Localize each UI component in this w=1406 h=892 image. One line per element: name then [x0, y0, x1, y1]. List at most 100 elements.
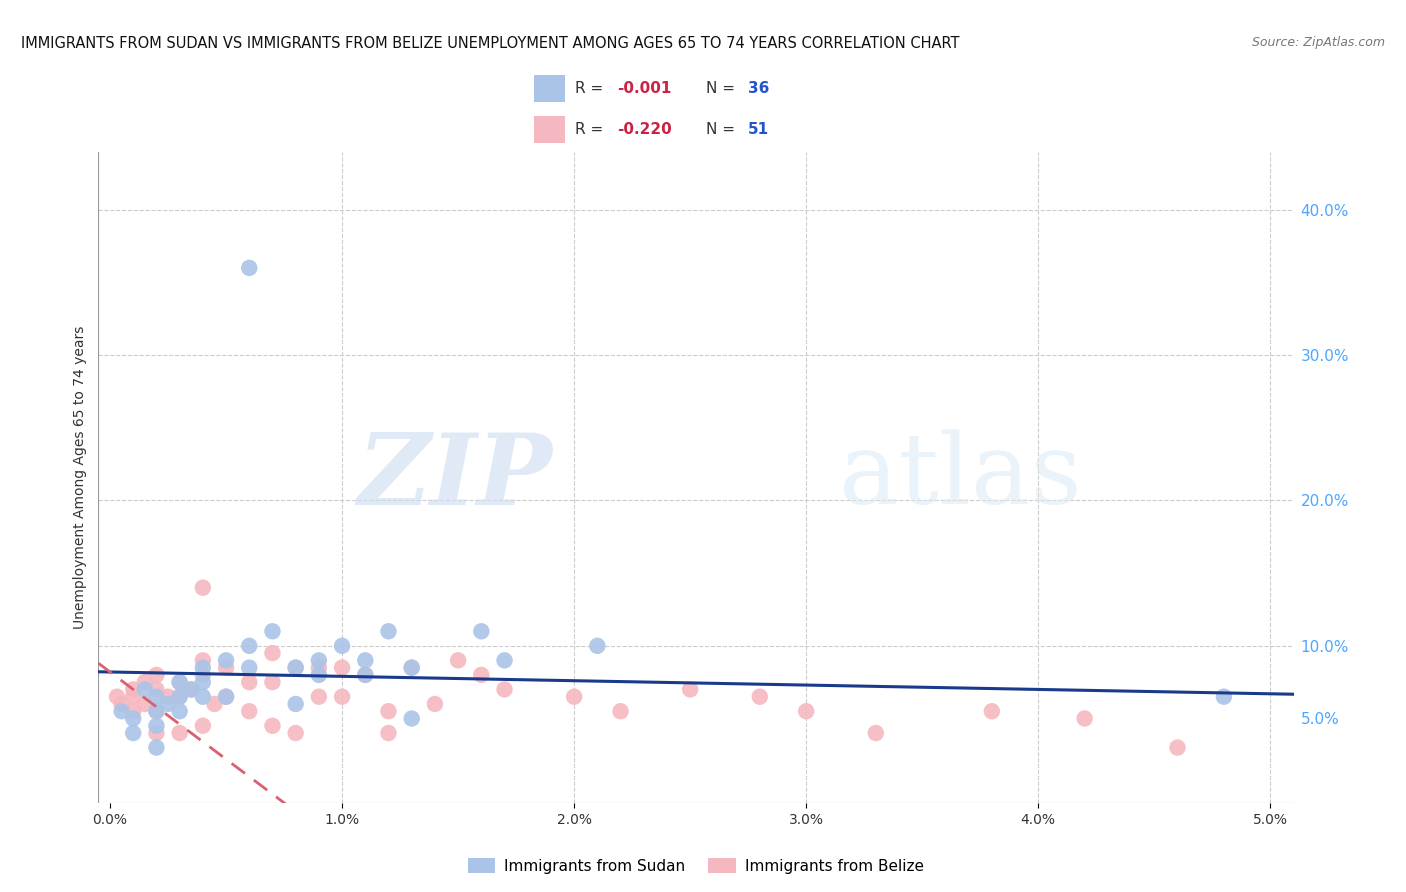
Text: Source: ZipAtlas.com: Source: ZipAtlas.com: [1251, 36, 1385, 49]
Bar: [534, 76, 565, 103]
Point: [308, 653, 330, 667]
Point: [169, 675, 191, 690]
Point: [238, 660, 260, 674]
Point: [169, 690, 191, 704]
Point: [134, 682, 156, 697]
Point: [204, 697, 226, 711]
Point: [284, 660, 307, 674]
Point: [470, 668, 492, 682]
Point: [191, 653, 214, 667]
Point: [401, 711, 423, 725]
Point: [330, 639, 353, 653]
Point: [262, 646, 284, 660]
Point: [238, 639, 260, 653]
Point: [284, 697, 307, 711]
Point: [191, 719, 214, 733]
Point: [354, 668, 377, 682]
Point: [111, 704, 134, 718]
Text: -0.220: -0.220: [617, 121, 672, 136]
Point: [122, 711, 145, 725]
Point: [145, 682, 167, 697]
Point: [238, 260, 260, 275]
Point: [401, 660, 423, 674]
Point: [377, 726, 399, 740]
Point: [215, 690, 238, 704]
Point: [794, 704, 817, 718]
Point: [308, 668, 330, 682]
Point: [284, 726, 307, 740]
Point: [377, 704, 399, 718]
Point: [169, 675, 191, 690]
Point: [494, 653, 516, 667]
Text: IMMIGRANTS FROM SUDAN VS IMMIGRANTS FROM BELIZE UNEMPLOYMENT AMONG AGES 65 TO 74: IMMIGRANTS FROM SUDAN VS IMMIGRANTS FROM…: [21, 36, 959, 51]
Point: [122, 726, 145, 740]
Point: [169, 726, 191, 740]
Point: [308, 660, 330, 674]
Point: [169, 704, 191, 718]
Point: [238, 704, 260, 718]
Bar: [534, 116, 565, 143]
Text: ZIP: ZIP: [357, 429, 553, 525]
Point: [609, 704, 631, 718]
Point: [145, 740, 167, 755]
Point: [215, 690, 238, 704]
Text: N =: N =: [706, 121, 740, 136]
Point: [284, 660, 307, 674]
Point: [215, 660, 238, 674]
Point: [122, 690, 145, 704]
Point: [447, 653, 470, 667]
Text: 51: 51: [748, 121, 769, 136]
Point: [377, 624, 399, 639]
Point: [980, 704, 1002, 718]
Point: [354, 668, 377, 682]
Point: [1166, 740, 1188, 755]
Point: [191, 690, 214, 704]
Point: [111, 697, 134, 711]
Point: [494, 682, 516, 697]
Point: [423, 697, 446, 711]
Point: [262, 624, 284, 639]
Point: [330, 690, 353, 704]
Point: [145, 668, 167, 682]
Point: [169, 690, 191, 704]
Text: atlas: atlas: [839, 429, 1083, 525]
Point: [105, 690, 128, 704]
Point: [401, 660, 423, 674]
Point: [191, 660, 214, 674]
Text: -0.001: -0.001: [617, 81, 671, 96]
Point: [586, 639, 609, 653]
Point: [865, 726, 887, 740]
Point: [262, 675, 284, 690]
Point: [180, 682, 202, 697]
Text: R =: R =: [575, 121, 609, 136]
Point: [145, 719, 167, 733]
Point: [562, 690, 585, 704]
Point: [157, 697, 180, 711]
Point: [134, 675, 156, 690]
Point: [1073, 711, 1095, 725]
Point: [122, 682, 145, 697]
Point: [145, 726, 167, 740]
Legend: Immigrants from Sudan, Immigrants from Belize: Immigrants from Sudan, Immigrants from B…: [461, 852, 931, 880]
Point: [145, 704, 167, 718]
Point: [191, 668, 214, 682]
Point: [157, 690, 180, 704]
Point: [238, 675, 260, 690]
Point: [748, 690, 770, 704]
Point: [191, 675, 214, 690]
Text: 36: 36: [748, 81, 769, 96]
Text: R =: R =: [575, 81, 609, 96]
Text: N =: N =: [706, 81, 740, 96]
Point: [215, 653, 238, 667]
Point: [330, 660, 353, 674]
Point: [354, 653, 377, 667]
Point: [191, 581, 214, 595]
Point: [262, 719, 284, 733]
Point: [308, 690, 330, 704]
Point: [122, 704, 145, 718]
Point: [145, 690, 167, 704]
Y-axis label: Unemployment Among Ages 65 to 74 years: Unemployment Among Ages 65 to 74 years: [73, 326, 87, 629]
Point: [134, 697, 156, 711]
Point: [145, 704, 167, 718]
Point: [180, 682, 202, 697]
